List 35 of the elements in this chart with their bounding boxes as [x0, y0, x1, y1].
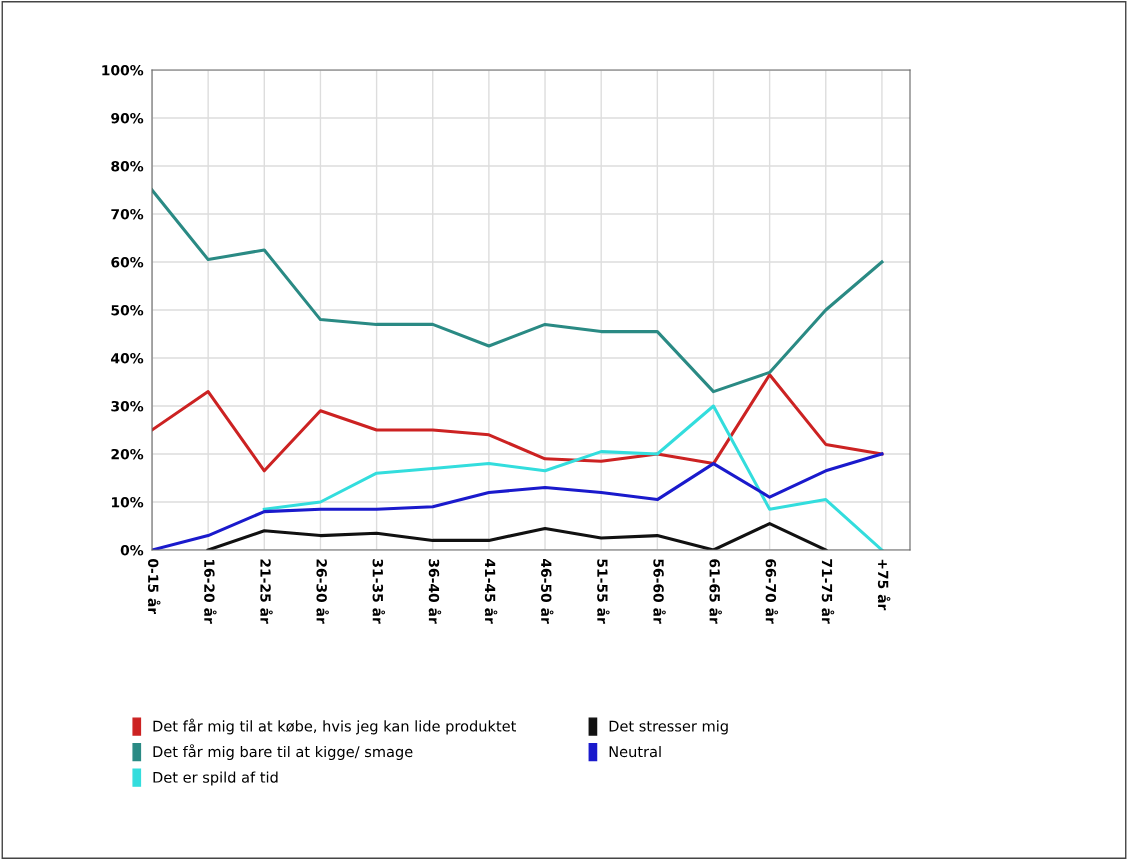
x-tick-label: 26-30 år: [316, 559, 329, 624]
x-tick-label: 0-15 år: [147, 559, 161, 615]
x-tick-label: 56-60 år: [653, 559, 666, 624]
legend-label: Neutral: [609, 745, 661, 758]
x-tick-label: +75 år: [877, 559, 891, 611]
y-tick-label: 20%: [111, 448, 144, 460]
line-series: [152, 188, 884, 394]
x-tick-label: 66-70 år: [765, 559, 779, 624]
x-tick-label: 71-75 år: [821, 559, 835, 624]
legend-label: Det får mig bare til at kigge/ smage: [153, 744, 413, 761]
x-tick-label: 16-20 år: [204, 559, 217, 624]
y-tick-label: 70%: [111, 208, 144, 220]
legend-label: Det stresser mig: [609, 720, 728, 735]
x-tick-label: 36-40 år: [428, 559, 442, 624]
legend-label: Det får mig til at købe, hvis jeg kan lide produktet: [153, 718, 516, 735]
y-tick-label: 80%: [111, 160, 144, 172]
legend-label: Det er spild af tid: [153, 771, 278, 786]
x-tick-label: 51-55 år: [597, 559, 610, 624]
y-tick-label: 90%: [111, 112, 144, 124]
y-tick-label: 10%: [111, 496, 144, 508]
x-tick-label: 41-45 år: [484, 558, 498, 624]
line-series: [262, 404, 884, 550]
y-tick-label: 50%: [111, 304, 144, 316]
line-series: [206, 522, 828, 550]
y-tick-label: 100%: [102, 64, 144, 76]
x-tick-label: 31-35 år: [372, 559, 386, 624]
y-tick-label: 40%: [111, 352, 144, 364]
x-tick-label: 61-65 år: [709, 559, 722, 624]
x-tick-label: 46-50 år: [541, 558, 554, 624]
y-tick-label: 0%: [120, 544, 144, 556]
y-tick-label: 30%: [111, 400, 144, 412]
y-tick-label: 60%: [111, 256, 144, 268]
line-series: [152, 452, 884, 550]
x-tick-label: 21-25 år: [260, 559, 273, 624]
line-series: [152, 373, 884, 473]
